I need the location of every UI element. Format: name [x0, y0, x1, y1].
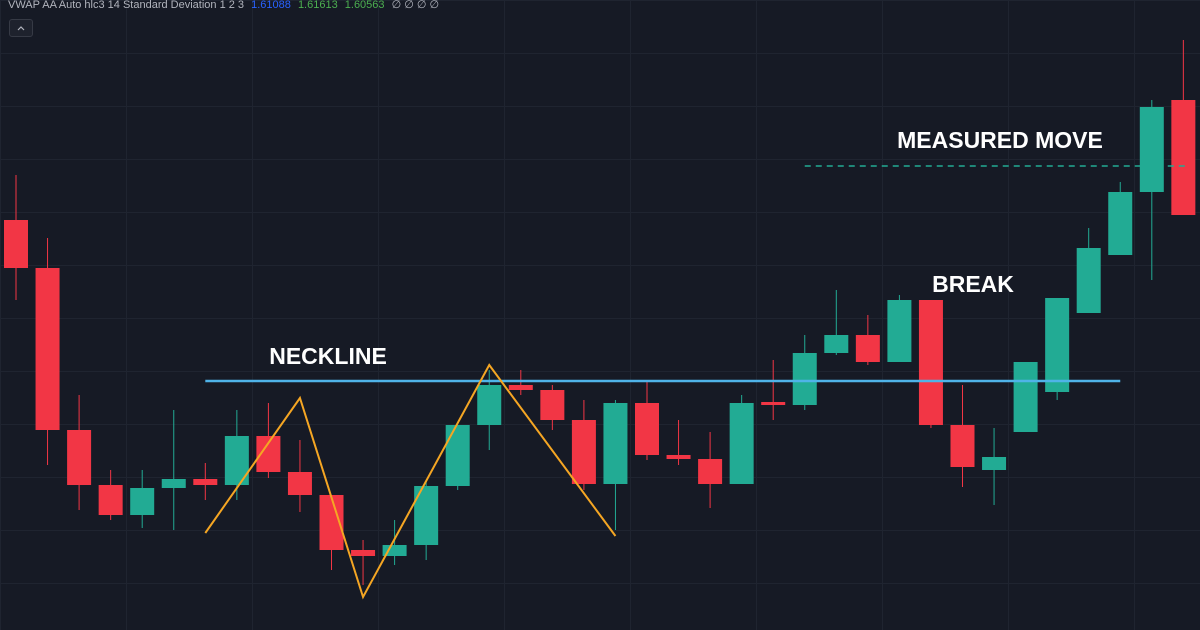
collapse-button[interactable] [9, 19, 33, 37]
candle-body [4, 220, 28, 268]
candle-body [918, 300, 943, 425]
zigzag-pattern [204, 363, 617, 600]
indicator-header: VWAP AA Auto hlc3 14 Standard Deviation … [8, 0, 443, 11]
indicator-name: VWAP AA Auto hlc3 14 Standard Deviation … [8, 0, 245, 11]
candle-body [635, 403, 659, 455]
candle-body [540, 390, 565, 420]
candle-body [603, 403, 628, 484]
candle-body [698, 459, 723, 484]
candle-body [855, 335, 880, 362]
indicator-value: 1.61088 [251, 0, 291, 11]
measured-move-label: MEASURED MOVE [897, 127, 1103, 153]
neckline-label: NECKLINE [269, 343, 387, 369]
candle-body [1013, 362, 1038, 432]
break-label: BREAK [932, 271, 1014, 297]
candle-body [982, 457, 1007, 470]
candle-body [351, 550, 376, 556]
candle-body [1045, 298, 1070, 392]
candle-body [382, 545, 407, 556]
candle-body [287, 472, 312, 495]
candle-body [35, 268, 60, 430]
candle-body [1171, 100, 1196, 215]
candle-body [887, 300, 912, 362]
candle-body [792, 353, 817, 405]
candle-body [1076, 248, 1101, 313]
candle-body [1139, 107, 1164, 192]
indicator-value: 1.61613 [297, 0, 338, 11]
candle-body [130, 488, 155, 515]
candle-body [445, 425, 470, 486]
candle-body [761, 402, 786, 405]
indicator-value: 1.60563 [344, 0, 385, 11]
candle-body [477, 385, 502, 425]
candle-body [67, 430, 92, 485]
candle-body [193, 479, 218, 485]
candle-body [729, 403, 754, 484]
candle-body [666, 455, 691, 459]
candle-body [950, 425, 975, 467]
caret-icon [17, 26, 25, 31]
candle-body [1108, 192, 1133, 255]
candle-body [824, 335, 849, 353]
candle-body [161, 479, 186, 488]
candle-body [571, 420, 596, 484]
indicator-empty: ∅ ∅ ∅ ∅ [391, 0, 440, 11]
candle-body [508, 385, 533, 390]
candle-body [98, 485, 123, 515]
